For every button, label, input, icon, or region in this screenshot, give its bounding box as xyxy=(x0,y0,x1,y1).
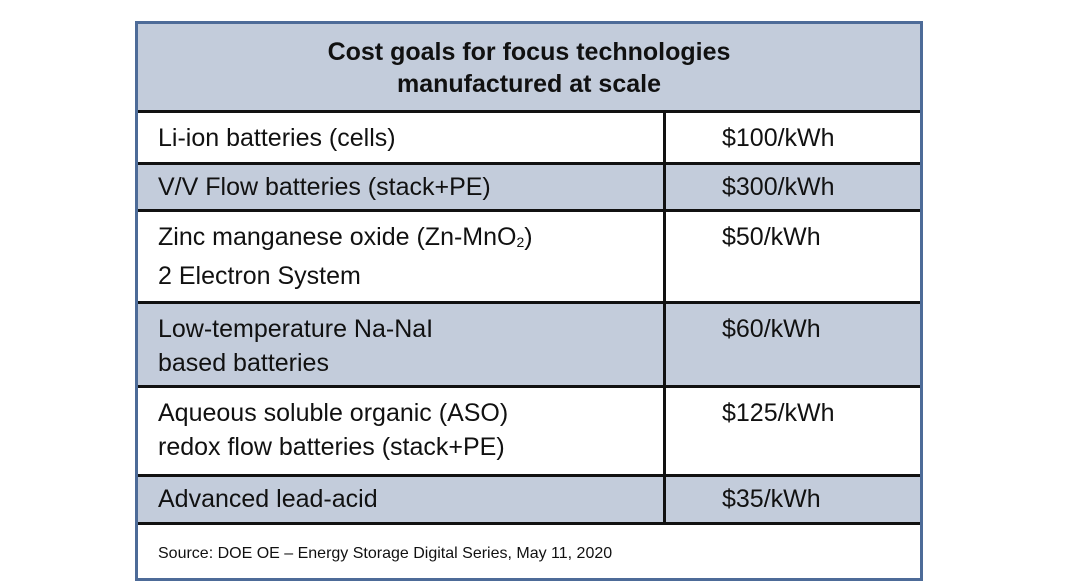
cost-value: $35/kWh xyxy=(722,485,821,513)
cost-cell: $50/kWh xyxy=(663,212,920,301)
technology-cell: Low-temperature Na-NaI based batteries xyxy=(158,312,638,380)
subscript: 2 xyxy=(516,234,525,250)
technology-text: Zinc manganese oxide (Zn-MnO xyxy=(158,223,517,251)
table-title-line1: Cost goals for focus technologies xyxy=(327,38,731,66)
table-row: Li-ion batteries (cells) $100/kWh xyxy=(138,113,920,165)
cost-value: $125/kWh xyxy=(722,399,835,427)
table-row: Low-temperature Na-NaI based batteries $… xyxy=(138,304,920,388)
technology-text: ) xyxy=(524,223,533,251)
technology-text: redox flow batteries (stack+PE) xyxy=(158,433,505,461)
table-row: Aqueous soluble organic (ASO) redox flow… xyxy=(138,388,920,477)
technology-text: Aqueous soluble organic (ASO) xyxy=(158,399,509,427)
cost-cell: $35/kWh xyxy=(663,477,920,522)
source-note: Source: DOE OE – Energy Storage Digital … xyxy=(158,545,613,562)
cost-value: $60/kWh xyxy=(722,315,821,343)
technology-cell: Li-ion batteries (cells) xyxy=(158,124,396,152)
table-header: Cost goals for focus technologies manufa… xyxy=(138,24,920,113)
table-row: Zinc manganese oxide (Zn-MnO2) 2 Electro… xyxy=(138,212,920,304)
technology-cell: Zinc manganese oxide (Zn-MnO2) 2 Electro… xyxy=(158,220,638,293)
technology-cell: Advanced lead-acid xyxy=(158,485,378,513)
technology-cell: Aqueous soluble organic (ASO) redox flow… xyxy=(158,396,638,464)
cost-cell: $100/kWh xyxy=(663,113,920,162)
cost-cell: $60/kWh xyxy=(663,304,920,385)
technology-cell: V/V Flow batteries (stack+PE) xyxy=(158,173,491,201)
technology-text: Low-temperature Na-NaI xyxy=(158,315,434,343)
technology-text: 2 Electron System xyxy=(158,262,361,290)
cost-value: $100/kWh xyxy=(722,124,835,152)
cost-cell: $125/kWh xyxy=(663,388,920,474)
table-title-line2: manufactured at scale xyxy=(397,70,661,98)
table-row: V/V Flow batteries (stack+PE) $300/kWh xyxy=(138,165,920,212)
table-row: Advanced lead-acid $35/kWh xyxy=(138,477,920,525)
cost-cell: $300/kWh xyxy=(663,165,920,209)
cost-goals-table: Cost goals for focus technologies manufa… xyxy=(135,21,923,581)
cost-value: $300/kWh xyxy=(722,173,835,201)
cost-value: $50/kWh xyxy=(722,223,821,251)
technology-text: based batteries xyxy=(158,349,329,377)
